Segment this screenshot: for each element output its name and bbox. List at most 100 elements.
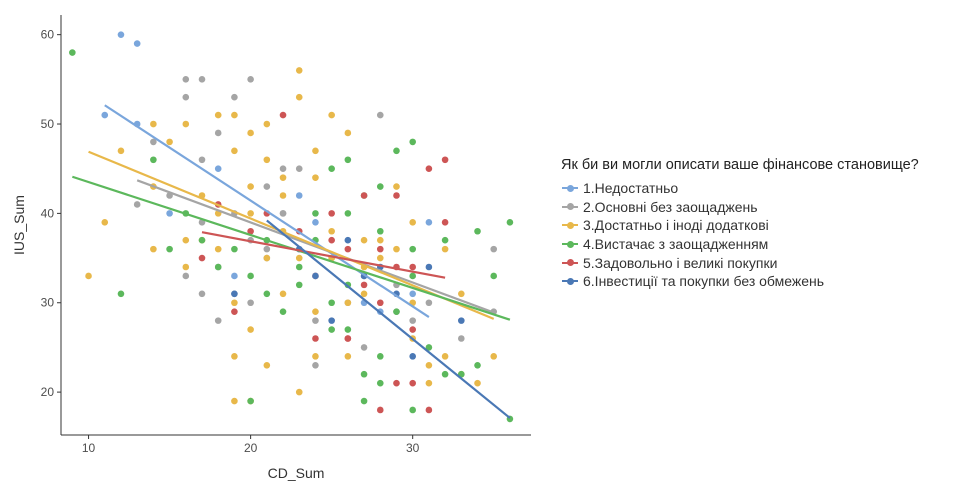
point-s2-30 (458, 335, 465, 342)
point-s4-31 (344, 326, 352, 333)
point-s4-4 (166, 245, 173, 253)
point-s5-25 (344, 335, 352, 342)
point-s3-25 (182, 263, 190, 271)
legend-swatch-6 (561, 272, 579, 290)
point-s3-28 (247, 326, 254, 333)
point-s4-36 (295, 263, 303, 271)
trend-line-s3 (88, 150, 495, 320)
point-s3-1 (85, 272, 92, 280)
point-s3-64 (214, 245, 222, 253)
point-s4-30 (360, 397, 368, 405)
point-s2-26 (376, 111, 384, 119)
legend-swatch-3 (561, 216, 579, 234)
point-s3-2 (101, 219, 109, 226)
point-s4-42 (376, 379, 384, 387)
point-s3-12 (263, 120, 271, 128)
point-s2-11 (279, 165, 287, 172)
point-s5-3 (231, 308, 238, 315)
point-s3-49 (441, 245, 449, 253)
point-s3-17 (328, 111, 335, 119)
point-s2-2 (150, 138, 157, 146)
point-s4-24 (474, 362, 481, 369)
legend-item-3: 3.Достатньо і іноді додаткові (561, 216, 919, 235)
point-s4-19 (409, 138, 416, 146)
y-axis-title: IUS_Sum (11, 195, 27, 255)
legend: Як би ви могли описати ваше фінансове ст… (561, 157, 919, 291)
point-s4-40 (328, 299, 335, 307)
point-s3-33 (295, 388, 303, 396)
ticks-layer: 10 20 30 20 30 40 50 60 (41, 28, 420, 455)
x-tick-label-20: 20 (244, 441, 258, 455)
point-s5-26 (312, 335, 319, 342)
point-s2-8 (198, 156, 206, 164)
point-s3-35 (328, 227, 335, 235)
point-s3-41 (409, 219, 416, 226)
point-s5-17 (393, 192, 400, 199)
point-s2-29 (425, 299, 433, 307)
point-s3-58 (182, 236, 190, 244)
point-s6-9 (458, 317, 465, 324)
point-s3-18 (344, 129, 352, 137)
point-s5-13 (360, 281, 368, 289)
point-s4-45 (376, 227, 384, 235)
point-s2-9 (214, 129, 222, 137)
point-s3-20 (279, 192, 287, 199)
point-s1-12 (409, 290, 416, 298)
point-s3-48 (490, 353, 498, 360)
legend-item-1: 1.Недостатньо (561, 179, 919, 198)
y-tick-label-40: 40 (41, 206, 55, 220)
point-s2-6 (231, 93, 238, 101)
point-s5-1 (198, 254, 206, 262)
legend-label-3: 3.Достатньо і іноді додаткові (583, 217, 769, 234)
legend-label-4: 4.Вистачає з заощадженням (583, 236, 769, 253)
point-s3-15 (295, 93, 303, 101)
point-s3-4 (150, 120, 157, 128)
point-s3-21 (263, 156, 271, 164)
trend-line-s6 (266, 219, 511, 419)
point-s5-14 (360, 192, 368, 199)
point-s4-27 (506, 219, 514, 226)
trend-lines-layer (71, 104, 511, 419)
point-s2-12 (295, 165, 303, 172)
point-s3-14 (295, 67, 303, 74)
point-s5-4 (247, 227, 254, 235)
point-s4-1 (69, 49, 76, 56)
trend-line-s1 (104, 104, 430, 318)
legend-swatch-5 (561, 254, 579, 272)
point-s1-8 (295, 192, 303, 199)
point-s3-26 (150, 245, 157, 253)
point-s5-20 (409, 379, 416, 387)
legend-label-6: 6.Інвестиції та покупки без обмежень (583, 273, 825, 290)
point-s4-14 (328, 165, 335, 172)
point-s3-51 (263, 254, 271, 262)
point-s4-3 (150, 156, 157, 164)
legend-swatch-1 (561, 179, 579, 197)
point-s6-8 (425, 263, 433, 271)
legend-item-4: 4.Вистачає з заощадженням (561, 235, 919, 254)
point-s3-47 (474, 379, 481, 387)
point-s3-50 (458, 290, 465, 298)
y-tick-label-60: 60 (41, 28, 55, 42)
y-tick-label-50: 50 (41, 117, 55, 131)
point-s3-29 (263, 362, 271, 369)
x-tick-label-10: 10 (82, 441, 96, 455)
trend-line-s5 (201, 231, 446, 279)
point-s5-27 (376, 299, 384, 307)
point-s5-23 (441, 156, 449, 164)
point-s3-16 (312, 147, 319, 155)
point-s1-2 (133, 40, 141, 47)
point-s2-7 (247, 76, 254, 83)
point-s5-6 (279, 111, 287, 119)
point-s4-12 (295, 281, 303, 289)
point-s4-43 (441, 236, 449, 244)
point-s5-22 (425, 406, 433, 414)
legend-item-5: 5.Задовольно і великі покупки (561, 253, 919, 272)
point-s2-10 (263, 183, 271, 190)
x-axis-title: CD_Sum (268, 465, 325, 481)
point-s2-34 (214, 317, 222, 324)
point-s5-16 (376, 406, 384, 414)
point-s2-37 (360, 344, 368, 351)
point-s4-26 (490, 272, 498, 280)
legend-label-1: 1.Недостатньо (583, 180, 679, 197)
legend-item-6: 6.Інвестиції та покупки без обмежень (561, 272, 919, 291)
